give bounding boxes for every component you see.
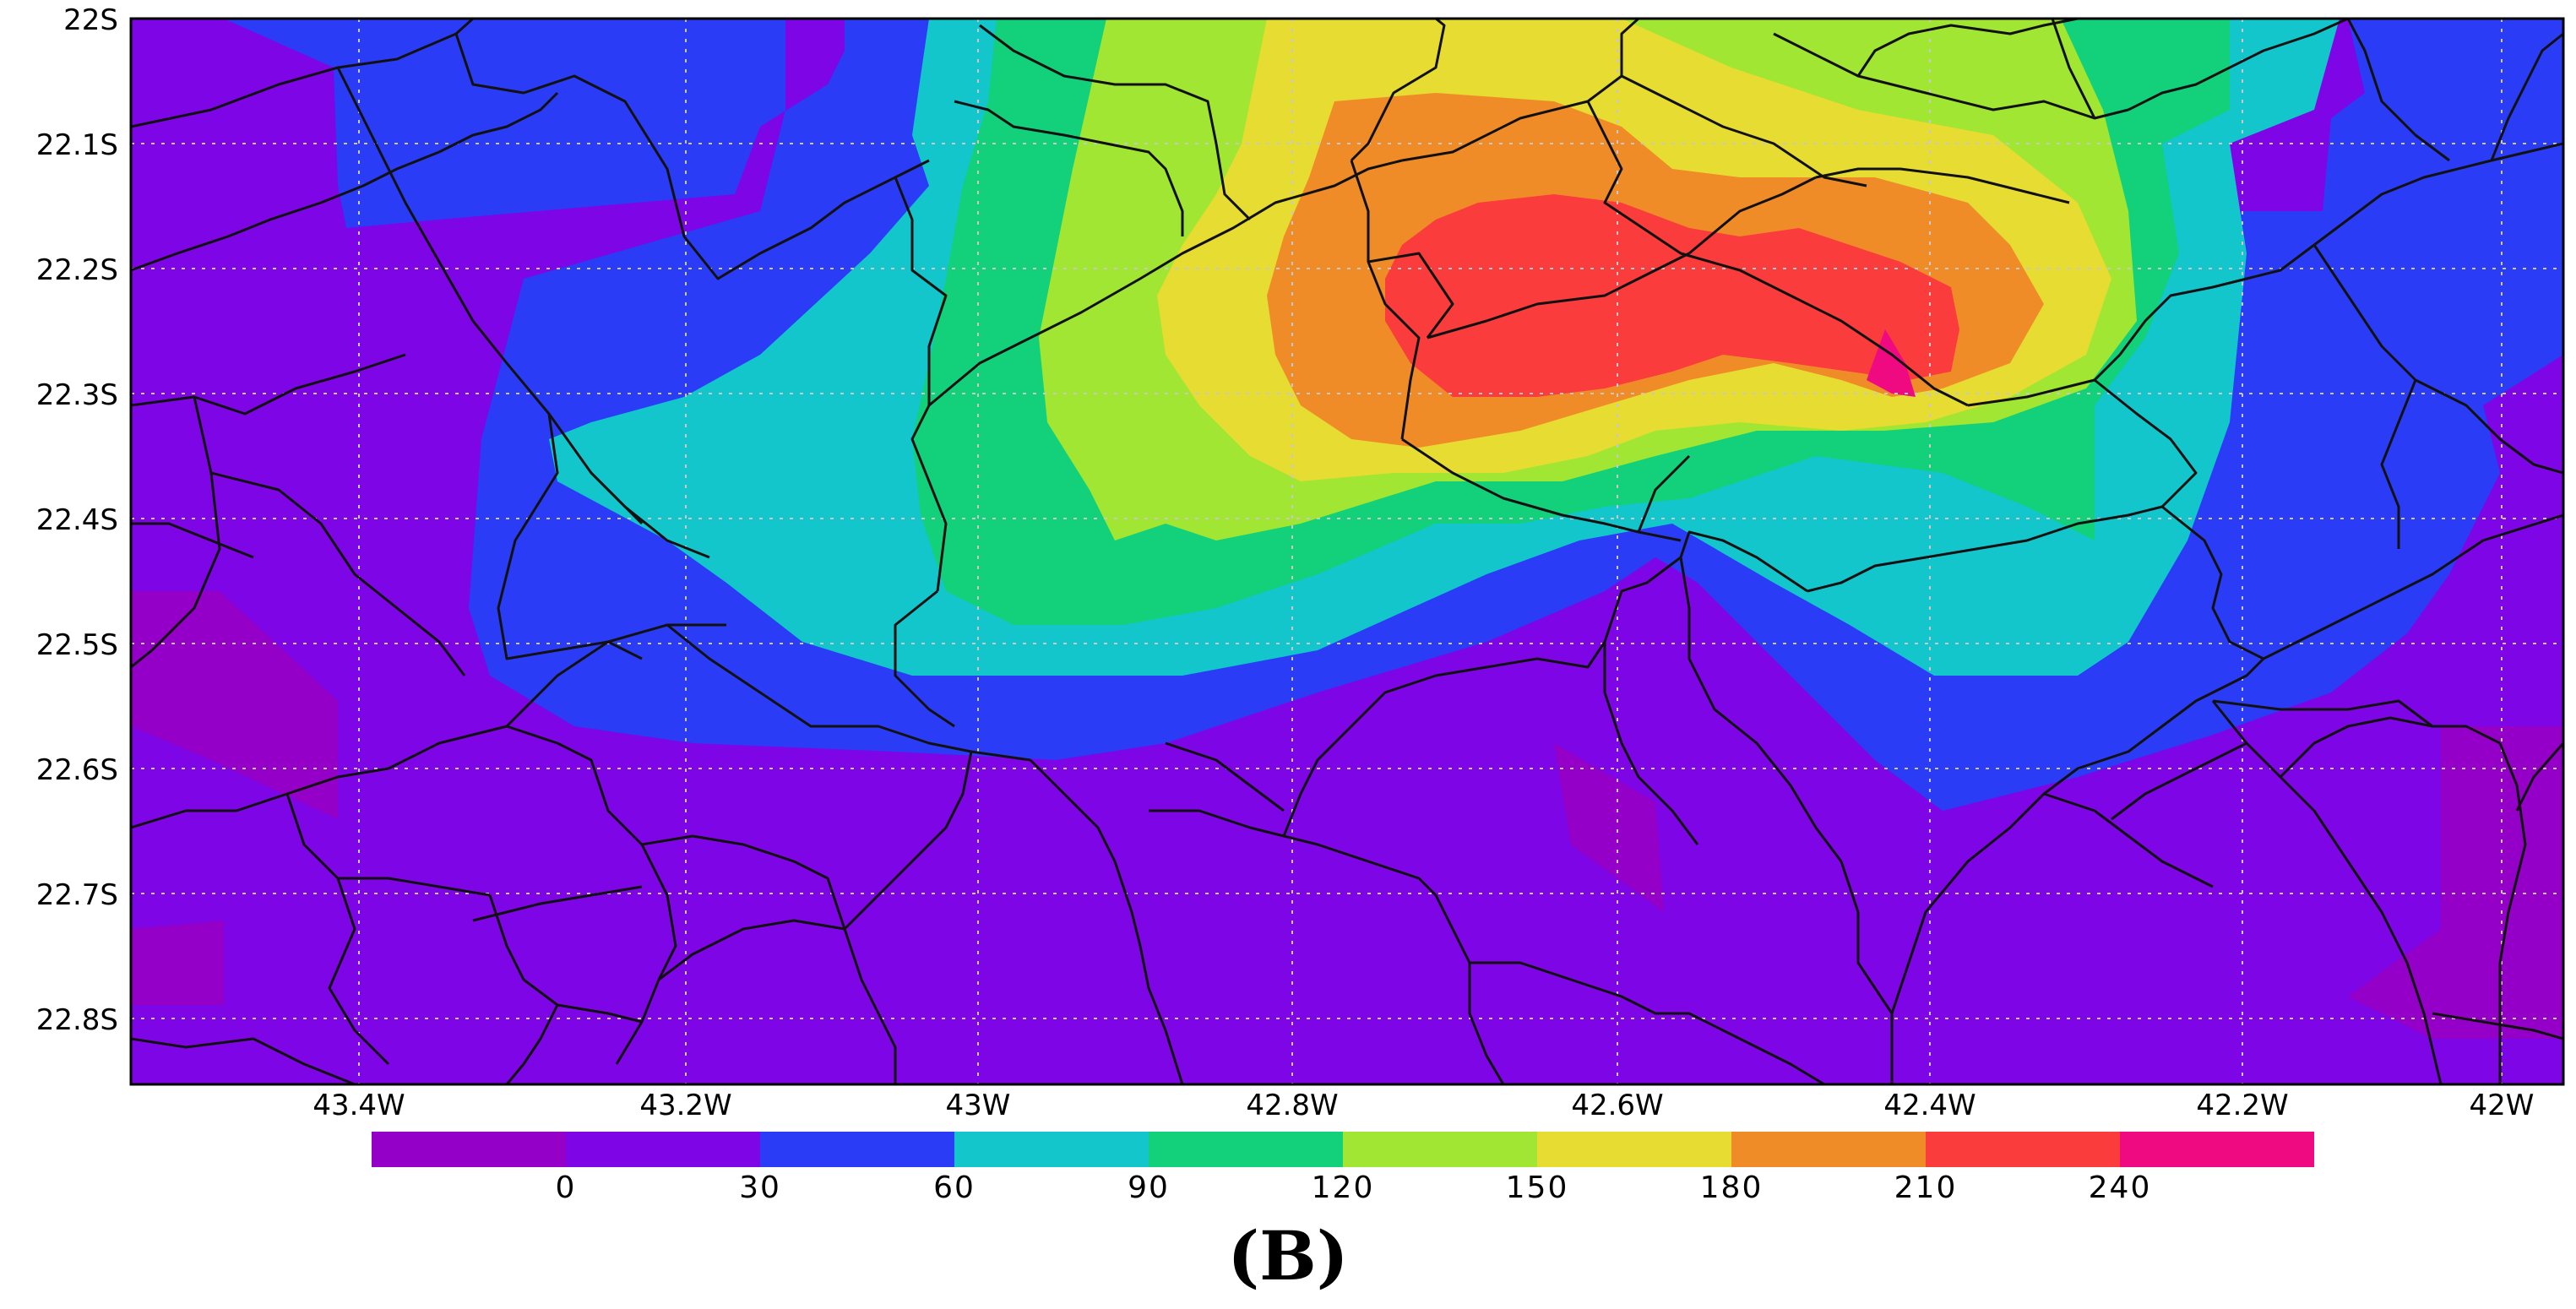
contour-level-below-0	[131, 591, 338, 819]
colorbar-swatch	[760, 1132, 954, 1167]
lon-tick-label: 43W	[946, 1089, 1011, 1122]
lon-tick-label: 42.2W	[2196, 1089, 2288, 1122]
colorbar-label: 60	[933, 1170, 976, 1205]
lat-tick-label: 22.8S	[36, 1003, 118, 1037]
colorbar-swatch	[2120, 1132, 2314, 1167]
colorbar: 0 30 60 90 120 150 180 210 240	[372, 1132, 2314, 1205]
lat-tick-label: 22.4S	[36, 503, 118, 537]
colorbar-swatch	[1343, 1132, 1537, 1167]
colorbar-label: 0	[556, 1170, 577, 1205]
lon-tick-label: 43.4W	[312, 1089, 405, 1122]
colorbar-label: 150	[1506, 1170, 1569, 1205]
lat-tick-label: 22S	[63, 3, 118, 37]
colorbar-label: 90	[1128, 1170, 1170, 1205]
contour-level-210-240	[1385, 194, 1959, 397]
panel-label: (B)	[1227, 1216, 1349, 1295]
colorbar-label: 210	[1894, 1170, 1958, 1205]
latitude-axis: 22S 22.1S 22.2S 22.3S 22.4S 22.5S 22.6S …	[36, 3, 118, 1037]
lon-tick-label: 42.6W	[1571, 1089, 1663, 1122]
colorbar-swatch	[1731, 1132, 1926, 1167]
colorbar-label: 30	[739, 1170, 781, 1205]
contour-field	[131, 19, 2563, 1084]
contour-level-below-0	[131, 921, 224, 1005]
colorbar-labels: 0 30 60 90 120 150 180 210 240	[556, 1170, 2152, 1205]
graticule	[131, 19, 2563, 1084]
contour-level-below-0	[2348, 726, 2563, 1039]
lat-tick-label: 22.3S	[36, 378, 118, 412]
colorbar-swatch	[954, 1132, 1149, 1167]
municipal-boundaries	[131, 19, 2563, 1084]
lat-tick-label: 22.7S	[36, 878, 118, 912]
longitude-axis: 43.4W 43.2W 43W 42.8W 42.6W 42.4W 42.2W …	[312, 1089, 2534, 1122]
contour-level-below-0	[1554, 743, 1664, 912]
colorbar-label: 240	[2089, 1170, 2152, 1205]
lat-tick-label: 22.5S	[36, 628, 118, 662]
lon-tick-label: 42.8W	[1246, 1089, 1338, 1122]
lat-tick-label: 22.6S	[36, 753, 118, 787]
colorbar-swatch	[1537, 1132, 1731, 1167]
colorbar-swatch	[1926, 1132, 2120, 1167]
colorbar-swatch	[372, 1132, 566, 1167]
colorbar-swatch	[1149, 1132, 1343, 1167]
lon-tick-label: 42W	[2470, 1089, 2535, 1122]
colorbar-label: 180	[1700, 1170, 1764, 1205]
lat-tick-label: 22.2S	[36, 253, 118, 287]
colorbar-swatch	[566, 1132, 760, 1167]
lon-tick-label: 43.2W	[639, 1089, 731, 1122]
lat-tick-label: 22.1S	[36, 128, 118, 162]
contour-level-240-plus	[1867, 329, 1916, 397]
lon-tick-label: 42.4W	[1883, 1089, 1975, 1122]
plot-frame	[129, 17, 2565, 1086]
colorbar-label: 120	[1312, 1170, 1375, 1205]
